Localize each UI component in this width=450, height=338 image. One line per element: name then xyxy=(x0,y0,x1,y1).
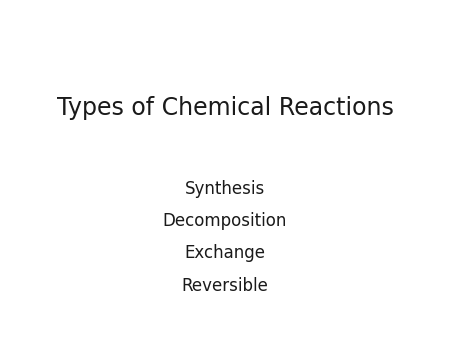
Text: Synthesis: Synthesis xyxy=(185,180,265,198)
Text: Types of Chemical Reactions: Types of Chemical Reactions xyxy=(57,96,393,120)
Text: Reversible: Reversible xyxy=(181,276,269,295)
Text: Decomposition: Decomposition xyxy=(163,212,287,231)
Text: Exchange: Exchange xyxy=(184,244,266,263)
